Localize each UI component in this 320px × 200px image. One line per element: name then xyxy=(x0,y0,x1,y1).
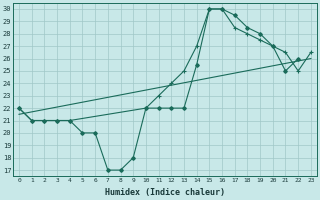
X-axis label: Humidex (Indice chaleur): Humidex (Indice chaleur) xyxy=(105,188,225,197)
